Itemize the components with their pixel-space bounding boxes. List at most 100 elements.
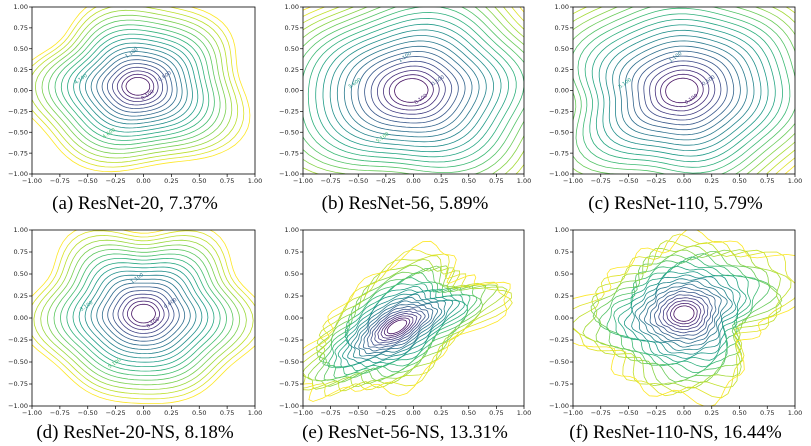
contour-line-d-18 [32,230,255,400]
y-tick-label-d-6: −0.50 [8,358,28,366]
y-tick-label-c-2: 0.50 [555,45,569,53]
contour-line-a-8 [84,46,188,125]
y-tick-label-a-1: 0.75 [14,24,28,32]
contour-line-b-12 [315,17,509,158]
contour-line-a-3 [111,66,163,106]
contour-line-b-18 [303,7,524,174]
contour-line-e-5 [370,308,426,346]
y-tick-label-e-0: 1.00 [285,226,299,234]
contour-line-e-12 [341,289,461,366]
contour-line-b-5 [364,56,459,124]
contour-line-c-10 [605,29,762,152]
contour-line-d-3 [117,293,170,334]
contour-line-e-22 [303,249,513,397]
contour-line-f-13 [613,261,752,368]
y-tick-label-e-8: −1.00 [279,402,299,410]
y-tick-label-c-1: 0.75 [555,24,569,32]
contour-line-a-16 [34,9,233,159]
contour-plot-c: 0.100 0.600 1.100 5.100 −1.00 −0.75 −0.50 −0.25… [540,0,811,223]
y-tick-label-e-1: 0.75 [285,248,299,256]
contour-line-a-18 [32,7,245,168]
contour-line-f-5 [653,290,713,337]
x-tick-label-b-7: 0.75 [489,177,503,185]
contour-line-e-6 [366,306,430,349]
y-tick-label-d-0: 1.00 [14,226,28,234]
x-tick-label-e-7: 0.75 [489,409,503,417]
contour-line-c-9 [612,35,755,146]
x-tick-label-d-7: 0.75 [220,409,234,417]
caption-f: (f) ResNet-110-NS, 16.44% [569,422,782,443]
y-tick-label-b-4: 0.00 [285,87,299,95]
y-tick-label-b-7: −0.75 [279,149,299,157]
contour-line-f-12 [617,265,747,363]
contour-plot-b: 0.100 0.600 1.100 3.600 5.100 −1.00 −0.75 −0.50… [270,0,540,223]
y-tick-label-d-5: −0.25 [8,336,28,344]
x-tick-label-a-7: 0.75 [220,177,234,185]
y-tick-label-e-5: −0.25 [279,336,299,344]
contour-line-a-4 [107,63,168,109]
y-tick-label-b-6: −0.50 [279,128,299,136]
contour-line-f-11 [624,271,741,359]
contour-line-e-8 [358,300,439,355]
contour-line-f-21 [573,230,795,406]
contour-line-a-0 [125,77,151,96]
contour-line-a-6 [96,55,178,117]
y-tick-label-a-2: 0.50 [14,45,28,53]
x-tick-label-a-4: 0.00 [136,177,150,185]
y-tick-label-c-7: −0.75 [549,149,569,157]
contour-lines-c [573,7,795,174]
contour-line-f-19 [573,240,792,394]
contour-line-e-0 [386,319,408,335]
contour-line-f-4 [658,294,709,334]
y-tick-label-f-2: 0.50 [555,270,569,278]
x-tick-label-b-8: 1.00 [517,177,531,185]
contour-line-a-9 [79,42,193,129]
x-tick-label-f-2: −0.50 [619,409,639,417]
contour-line-d-8 [90,274,197,355]
caption-b: (b) ResNet-56, 5.89% [321,193,489,214]
caption-e: (e) ResNet-56-NS, 13.31% [302,422,508,443]
contour-line-f-17 [590,249,783,386]
contour-line-b-7 [350,45,473,133]
contour-line-d-12 [66,257,221,372]
y-tick-label-f-5: −0.25 [549,336,569,344]
x-tick-label-a-0: −1.00 [22,177,42,185]
x-tick-label-c-5: 0.25 [705,177,719,185]
x-tick-label-e-8: 1.00 [517,409,531,417]
contour-line-c-7 [625,45,741,136]
x-tick-label-b-1: −0.75 [321,177,341,185]
y-tick-label-d-3: 0.25 [14,292,28,300]
contour-line-b-10 [329,29,494,148]
y-tick-label-d-7: −0.75 [8,380,28,388]
contour-line-c-12 [591,18,776,163]
contour-line-e-7 [362,303,434,352]
plot-frame-a [31,6,256,175]
contour-line-b-9 [336,35,487,143]
contour-line-c-11 [598,24,769,157]
contour-line-d-14 [53,248,234,381]
x-tick-label-c-2: −0.50 [619,177,639,185]
contour-plot-f: −1.00 −0.75 −0.50 −0.25 0.00 0.25 0.50 0.75 1.00… [540,223,811,446]
contour-line-d-7 [96,278,191,350]
contour-line-b-1 [388,74,434,107]
contour-line-d-15 [46,244,241,386]
contour-line-f-6 [649,287,717,340]
contour-line-c-16 [573,7,795,174]
x-tick-label-c-1: −0.75 [591,177,611,185]
x-tick-label-e-2: −0.50 [348,409,368,417]
contour-line-a-19 [32,7,251,173]
contour-line-a-10 [73,38,199,133]
x-tick-label-e-6: 0.50 [462,409,476,417]
contour-line-d-1 [127,300,160,327]
caption-a: (a) ResNet-20, 7.37% [52,193,218,214]
y-tick-label-b-0: 1.00 [285,3,299,11]
x-tick-label-b-2: −0.50 [348,177,368,185]
x-tick-label-c-8: 1.00 [788,177,802,185]
y-tick-label-a-8: −1.00 [8,170,28,178]
x-tick-label-c-6: 0.50 [732,177,746,185]
contour-line-d-2 [122,297,165,331]
x-tick-label-b-4: 0.00 [406,177,420,185]
x-tick-label-a-8: 1.00 [248,177,262,185]
y-tick-label-b-1: 0.75 [285,24,299,32]
